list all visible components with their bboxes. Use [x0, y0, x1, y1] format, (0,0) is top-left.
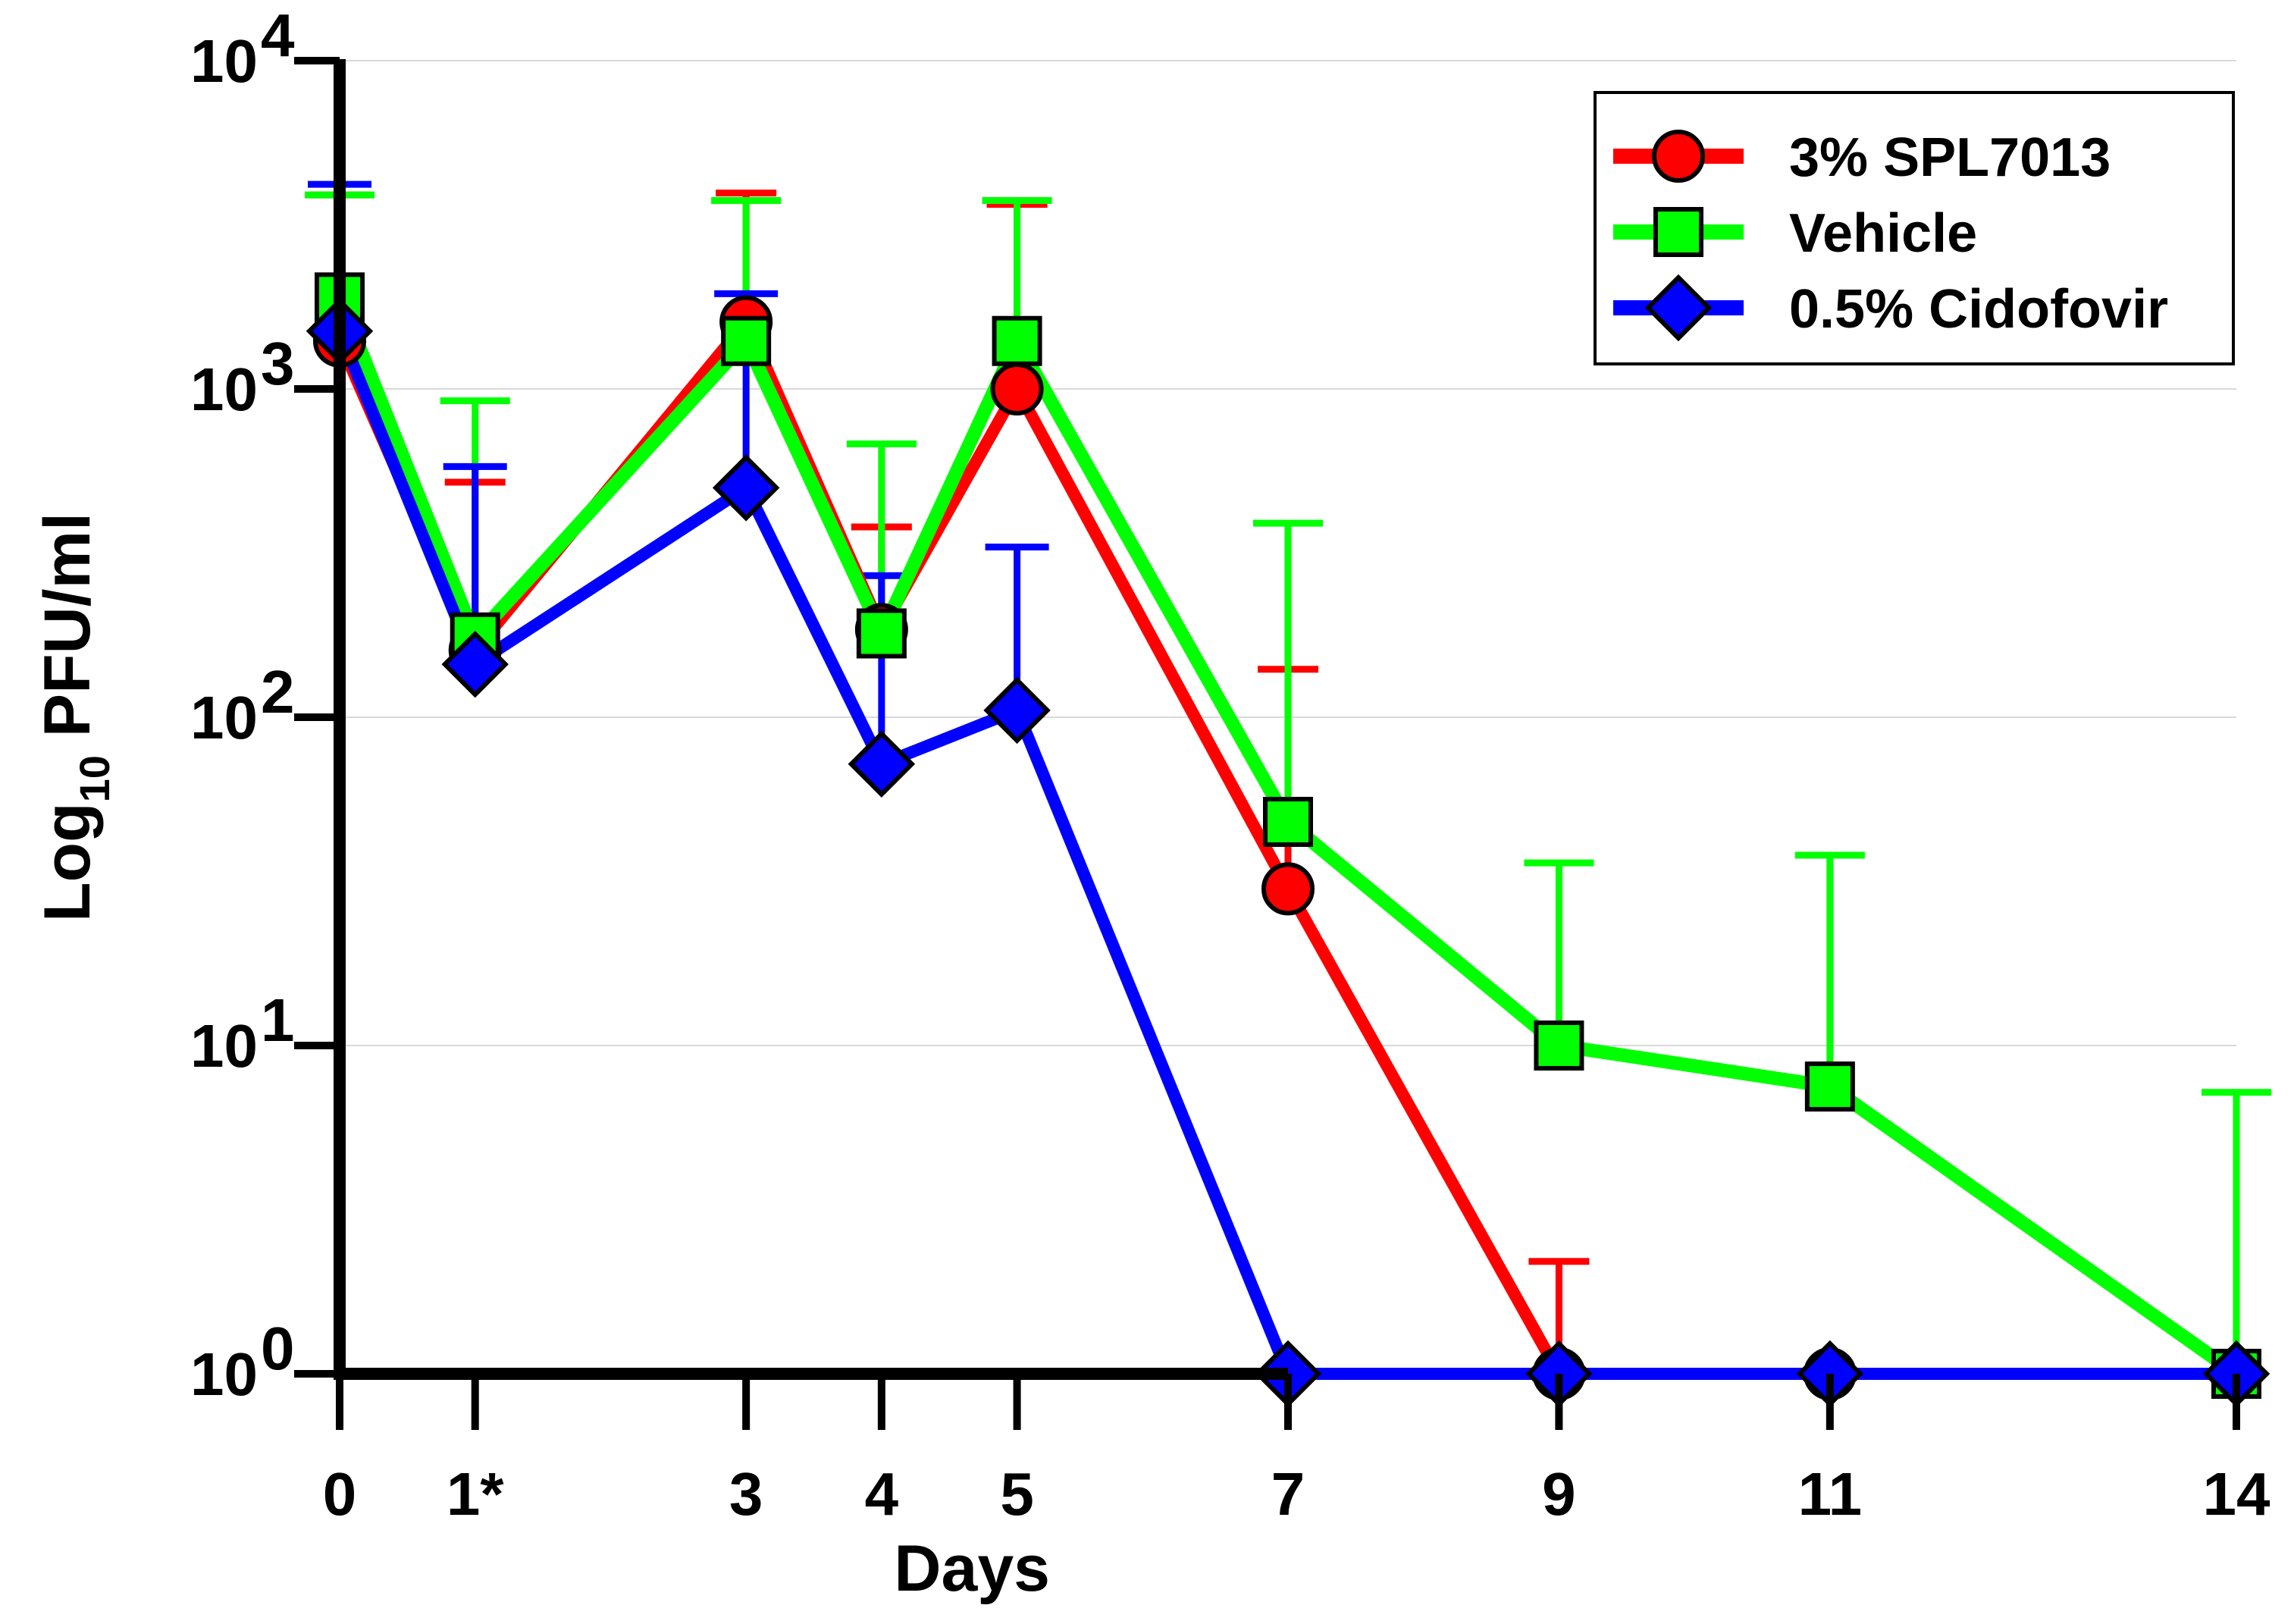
series-markers	[306, 272, 2270, 1408]
x-tick-label-1: 1*	[447, 1460, 504, 1528]
marker-1-4	[856, 608, 907, 659]
y-axis-title-rest: PFU/ml	[31, 513, 104, 755]
marker-1-7	[1263, 797, 1313, 848]
legend-marker-2	[1644, 274, 1713, 342]
marker-2-3	[712, 454, 780, 522]
x-tick-labels: 0 1* 3 4 5 7 9 11 14	[323, 1460, 2270, 1528]
marker-0-5	[990, 362, 1044, 415]
y-tick-exponent: 1	[261, 986, 295, 1054]
y-tick-label-1: 10 1	[190, 986, 294, 1080]
marker-0-7	[1261, 862, 1315, 916]
marker-1-3	[721, 315, 772, 366]
legend-marker-1	[1653, 207, 1703, 257]
x-tick-label-3: 3	[729, 1460, 763, 1528]
x-tick-label-5: 5	[1000, 1460, 1034, 1528]
y-tick-exponent: 2	[261, 658, 295, 726]
marker-2-5	[983, 676, 1051, 745]
x-tick-label-11: 11	[1798, 1460, 1863, 1528]
marker-1-11	[1804, 1061, 1855, 1112]
y-axis-title: Log10 PFU/ml	[31, 513, 118, 922]
y-tick-label-4: 10 4	[190, 2, 295, 95]
x-tick-label-9: 9	[1542, 1460, 1576, 1528]
marker-2-4	[848, 730, 916, 798]
legend-label-2: 0.5% Cidofovir	[1789, 279, 2168, 340]
y-tick-exponent: 4	[261, 2, 295, 69]
y-tick-base: 10	[190, 27, 258, 95]
axes	[294, 57, 2240, 1430]
y-tick-base: 10	[190, 1012, 258, 1080]
x-tick-label-14: 14	[2203, 1460, 2270, 1528]
y-tick-base: 10	[190, 1340, 258, 1408]
legend-marker-0	[1652, 130, 1705, 183]
marker-1-5	[992, 315, 1042, 366]
y-tick-exponent: 3	[261, 330, 295, 397]
x-tick-label-0: 0	[323, 1460, 357, 1528]
y-tick-base: 10	[190, 684, 258, 751]
legend-label-0: 3% SPL7013	[1789, 127, 2111, 188]
y-tick-label-3: 10 3	[190, 330, 294, 423]
x-tick-label-4: 4	[865, 1460, 899, 1528]
x-axis-title: Days	[894, 1532, 1050, 1605]
y-tick-base: 10	[190, 356, 258, 423]
y-tick-exponent: 0	[261, 1315, 295, 1382]
y-tick-label-0: 10 0	[190, 1315, 294, 1408]
y-axis-title-main: Log	[31, 802, 104, 922]
y-axis-title-subscript: 10	[71, 755, 118, 802]
legend: 3% SPL7013 Vehicle 0.5% Cidofovir	[1594, 91, 2235, 365]
y-tick-label-2: 10 2	[190, 658, 294, 751]
x-tick-label-7: 7	[1271, 1460, 1305, 1528]
marker-2-1	[441, 630, 509, 698]
legend-label-1: Vehicle	[1789, 203, 1977, 264]
marker-1-9	[1534, 1020, 1584, 1071]
